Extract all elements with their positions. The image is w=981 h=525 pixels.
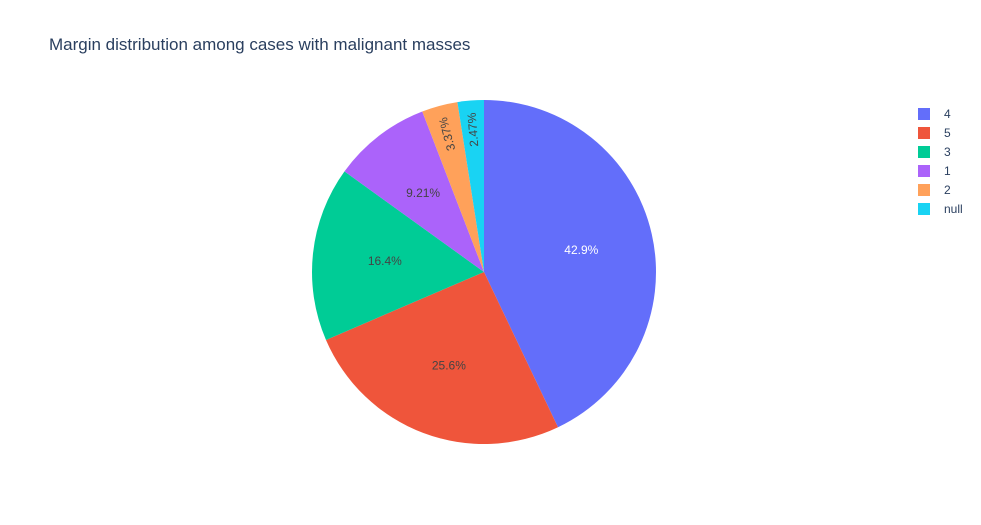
legend-label-2: 2 <box>944 183 951 197</box>
pie-slice-4[interactable] <box>484 100 656 428</box>
legend-swatch-1 <box>918 165 930 177</box>
pie-slice-null[interactable] <box>457 100 484 272</box>
pie-slice-3[interactable] <box>311 171 484 340</box>
legend-swatch-2 <box>918 184 930 196</box>
legend-swatch-5 <box>918 127 930 139</box>
pie-slice-1[interactable] <box>344 111 484 272</box>
legend-swatch-null <box>918 203 930 215</box>
legend-label-4: 4 <box>944 107 951 121</box>
legend-label-5: 5 <box>944 126 951 140</box>
legend-swatch-4 <box>918 108 930 120</box>
pie-label-4: 42.9% <box>564 243 598 257</box>
legend-item-1[interactable]: 1 <box>918 164 951 178</box>
pie-slices <box>311 100 656 445</box>
pie-label-3: 16.4% <box>368 254 402 268</box>
pie-slice-5[interactable] <box>325 272 559 445</box>
legend-item-5[interactable]: 5 <box>918 126 951 140</box>
legend-item-2[interactable]: 2 <box>918 183 951 197</box>
legend-label-1: 1 <box>944 164 951 178</box>
legend-label-3: 3 <box>944 145 951 159</box>
legend[interactable]: 4 5 3 1 2 null <box>918 107 963 216</box>
chart-title: Margin distribution among cases with mal… <box>49 35 470 54</box>
pie-label-5: 25.6% <box>432 358 466 372</box>
legend-label-null: null <box>944 202 963 216</box>
legend-item-3[interactable]: 3 <box>918 145 951 159</box>
legend-item-4[interactable]: 4 <box>918 107 951 121</box>
legend-item-null[interactable]: null <box>918 202 963 216</box>
pie-label-1: 9.21% <box>406 186 440 200</box>
pie-label-null: 2.47% <box>465 112 482 147</box>
pie-slice-2[interactable] <box>422 102 484 273</box>
legend-swatch-3 <box>918 146 930 158</box>
